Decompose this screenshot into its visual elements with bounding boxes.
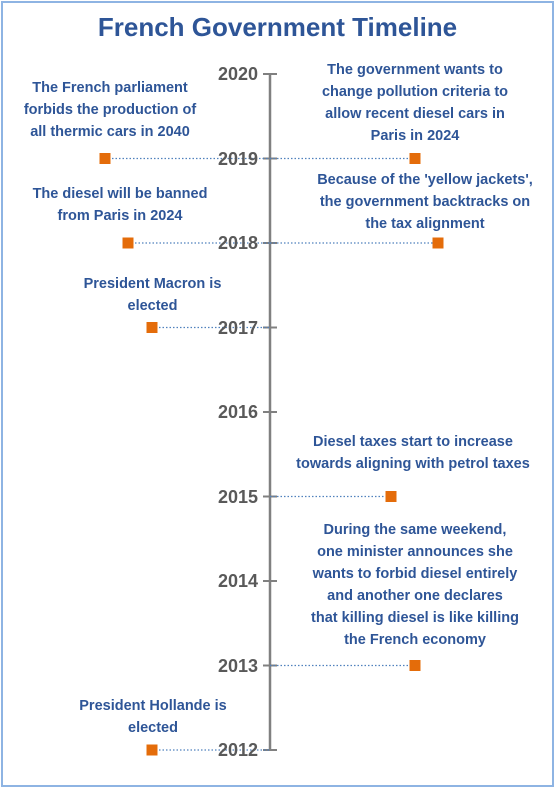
year-label: 2019 [217, 148, 258, 169]
event-text: Diesel taxes start to increase towards al… [278, 431, 548, 475]
year-label: 2018 [217, 233, 258, 253]
event-text-line: towards aligning with petrol taxes [296, 456, 530, 472]
event-text-line: the French economy [344, 632, 486, 648]
event-text-line: President Hollande is [79, 698, 227, 714]
event-marker [432, 237, 444, 249]
event-text-line: elected [127, 298, 178, 314]
event-text-line: Diesel taxes start to increase [313, 434, 513, 450]
event-text: The government wants to change pollution … [300, 59, 530, 147]
event-text-line: the tax alignment [365, 216, 485, 232]
event-marker [385, 491, 397, 502]
event-text: The French parliament forbids the product… [10, 77, 210, 143]
event-text-line: and another one declares [327, 588, 503, 604]
event-marker [146, 322, 158, 333]
event-text: President Hollande is elected [58, 695, 248, 739]
event-text-line: The government wants to [327, 62, 503, 78]
year-label: 2016 [217, 402, 258, 422]
year-label: 2020 [217, 64, 258, 84]
year-label: 2012 [217, 740, 258, 760]
event-text-line: Paris in 2024 [370, 128, 460, 144]
event-marker [122, 237, 134, 249]
event-text-line: elected [128, 720, 178, 736]
event-marker [409, 153, 421, 164]
event-text-line: Because of the 'yellow jackets', [317, 172, 533, 188]
event-text-line: The French parliament [32, 80, 188, 96]
event-text: Because of the 'yellow jackets', the gove… [300, 169, 550, 235]
event-text-line: President Macron is [83, 276, 222, 292]
event-text-line: forbids the production of [23, 102, 197, 118]
event-text-line: change pollution criteria to [321, 84, 509, 100]
event-marker [146, 744, 158, 756]
event-text-line: wants to forbid diesel entirely [312, 566, 518, 582]
event-text-line: During the same weekend, [323, 522, 507, 538]
event-text-line: that killing diesel is like killing [311, 610, 519, 626]
year-label: 2013 [217, 655, 258, 676]
event-text-line: The diesel will be banned [32, 186, 208, 202]
event-text-line: the government backtracks on [319, 194, 531, 210]
event-text-line: all thermic cars in 2040 [30, 124, 190, 140]
timeline-title: French Government Timeline [97, 12, 458, 42]
event-text-line: allow recent diesel cars in [325, 106, 505, 122]
event-text: During the same weekend, one minister ann… [290, 519, 540, 651]
year-label: 2014 [217, 571, 258, 591]
year-label: 2015 [217, 486, 258, 507]
event-marker [99, 153, 111, 164]
event-marker [409, 660, 421, 671]
year-label: 2017 [217, 317, 258, 338]
event-text: President Macron is elected [60, 273, 245, 317]
event-text-line: from Paris in 2024 [57, 208, 183, 224]
event-text-line: one minister announces she [317, 544, 513, 560]
event-text: The diesel will be banned from Paris in 2… [20, 183, 220, 227]
